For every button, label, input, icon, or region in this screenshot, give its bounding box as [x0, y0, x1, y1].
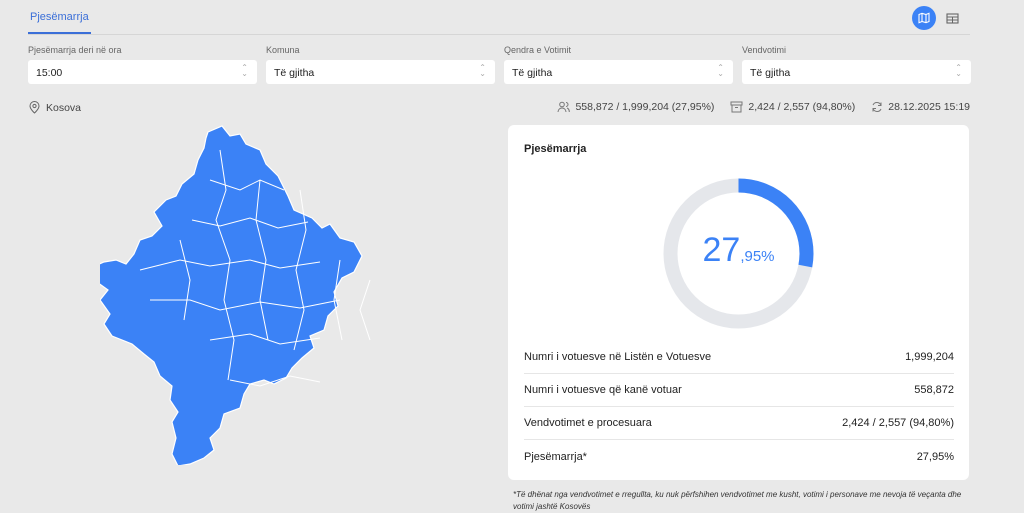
donut-fill	[663, 178, 814, 329]
time-select[interactable]: 15:00 ⌃ ⌄	[28, 60, 257, 84]
filter-vendvotimi-label: Vendvotimi	[742, 45, 787, 55]
table-icon	[945, 12, 959, 24]
refresh-icon[interactable]	[871, 101, 883, 113]
location-breadcrumb: Kosova	[29, 101, 81, 114]
row-label: Pjesëmarrja*	[524, 450, 587, 463]
komuna-select[interactable]: Të gjitha ⌃ ⌄	[266, 60, 495, 84]
stat-row: Numri i votuesve në Listën e Votuesve 1,9…	[524, 341, 954, 374]
footnote: *Të dhënat nga vendvotimet e rregullta, …	[513, 490, 962, 511]
ballot-box-icon	[730, 101, 743, 113]
vendvotimi-value: Të gjitha	[750, 67, 791, 79]
kosovo-map[interactable]	[100, 120, 420, 465]
row-label: Vendvotimet e procesuara	[524, 417, 652, 429]
turnout-percent: 27,95%	[662, 231, 815, 270]
qendra-select[interactable]: Të gjitha ⌃ ⌄	[504, 60, 733, 84]
chevron-updown-icon: ⌃ ⌄	[479, 63, 486, 78]
filter-komuna-label: Komuna	[266, 45, 300, 55]
chevron-updown-icon: ⌃ ⌄	[241, 63, 248, 78]
row-label: Numri i votuesve në Listën e Votuesve	[524, 351, 712, 363]
komuna-value: Të gjitha	[274, 67, 315, 79]
location-label: Kosova	[46, 101, 82, 114]
summary-stats: 558,872 / 1,999,204 (27,95%) 2,424 / 2,5…	[557, 101, 970, 113]
filter-time: Pjesëmarrja deri në ora 15:00 ⌃ ⌄	[28, 45, 257, 84]
voters-stat: 558,872 / 1,999,204 (27,95%)	[575, 101, 715, 113]
row-value: 558,872	[914, 384, 954, 396]
users-icon	[557, 101, 571, 113]
stat-row: Vendvotimet e procesuara 2,424 / 2,557 (9…	[524, 407, 954, 440]
tab-pjesemarrja[interactable]: Pjesëmarrja	[28, 11, 91, 34]
chevron-updown-icon: ⌃ ⌄	[955, 63, 962, 78]
map-icon	[918, 12, 930, 24]
filter-qendra-label: Qendra e Votimit	[504, 45, 572, 55]
qendra-value: Të gjitha	[512, 67, 553, 79]
card-title: Pjesëmarrja	[524, 143, 587, 155]
time-value: 15:00	[36, 67, 63, 79]
map-region-kosovo[interactable]	[100, 125, 363, 465]
location-pin-icon	[29, 101, 40, 114]
filter-time-label: Pjesëmarrja deri në ora	[28, 45, 122, 55]
stat-row: Numri i votuesve që kanë votuar 558,872	[524, 374, 954, 407]
stations-stat: 2,424 / 2,557 (94,80%)	[748, 101, 856, 113]
last-updated: 28.12.2025 15:19	[888, 101, 970, 113]
table-view-button[interactable]	[940, 6, 964, 30]
filter-vendvotimi: Vendvotimi Të gjitha ⌃ ⌄	[742, 45, 971, 84]
row-label: Numri i votuesve që kanë votuar	[524, 384, 682, 396]
vendvotimi-select[interactable]: Të gjitha ⌃ ⌄	[742, 60, 971, 84]
tab-bar: Pjesëmarrja	[28, 0, 970, 35]
row-value: 27,95%	[916, 450, 954, 463]
stat-row: Pjesëmarrja* 27,95%	[524, 440, 954, 473]
map-view-button[interactable]	[912, 6, 936, 30]
percent-decimal: ,95%	[740, 248, 775, 265]
turnout-donut	[663, 178, 814, 329]
filter-komuna: Komuna Të gjitha ⌃ ⌄	[266, 45, 495, 84]
percent-integer: 27	[702, 231, 741, 269]
row-value: 1,999,204	[905, 351, 954, 363]
row-value: 2,424 / 2,557 (94,80%)	[842, 417, 954, 429]
chevron-updown-icon: ⌃ ⌄	[717, 63, 724, 78]
filter-qendra: Qendra e Votimit Të gjitha ⌃ ⌄	[504, 45, 733, 84]
turnout-card: Pjesëmarrja 27,95% Numri i votuesve në L…	[508, 125, 969, 480]
